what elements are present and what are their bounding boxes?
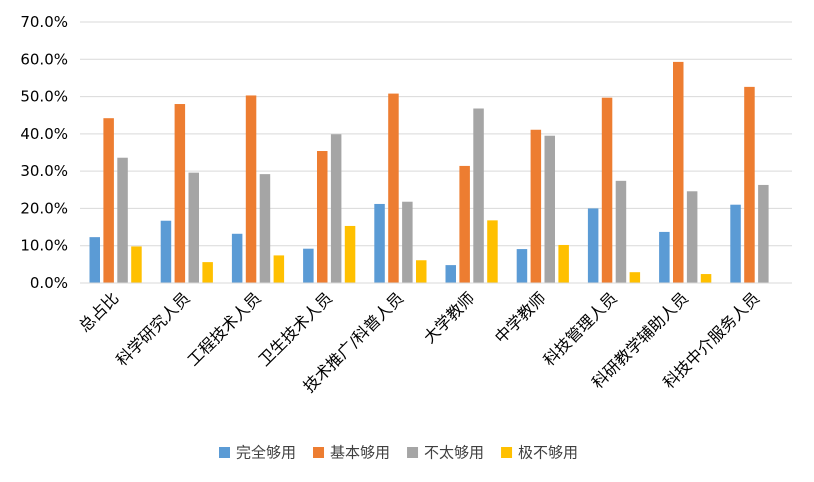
bar xyxy=(188,172,199,283)
bar xyxy=(303,248,314,283)
bar xyxy=(273,255,285,283)
bar xyxy=(629,272,641,283)
bar xyxy=(673,61,684,283)
bar xyxy=(374,203,385,283)
bar xyxy=(174,104,186,284)
bar xyxy=(259,174,271,283)
bars xyxy=(89,61,769,284)
y-tick-label: 40.0% xyxy=(20,125,68,143)
bar xyxy=(686,191,698,283)
legend-swatch xyxy=(501,447,513,458)
bar xyxy=(601,97,613,283)
bar xyxy=(558,244,569,283)
bar xyxy=(615,180,627,283)
bar xyxy=(730,204,741,283)
bar xyxy=(700,274,712,283)
bar xyxy=(202,262,213,283)
y-tick-label: 0.0% xyxy=(30,274,68,292)
bar xyxy=(758,184,769,283)
bar xyxy=(245,95,257,284)
bar xyxy=(473,108,484,283)
bar xyxy=(659,231,670,283)
y-tick-label: 60.0% xyxy=(20,50,68,68)
legend-swatch xyxy=(313,447,325,458)
bar xyxy=(544,135,555,283)
legend-label: 基本够用 xyxy=(330,444,390,462)
bar xyxy=(516,249,528,283)
bar xyxy=(317,151,328,283)
legend-swatch xyxy=(407,447,419,458)
legend: 完全够用 基本够用 不太够用 极不够用 xyxy=(219,444,578,462)
legend-label: 不太够用 xyxy=(424,444,484,462)
x-tick-label: 科学研究人员 xyxy=(112,288,193,369)
bar xyxy=(388,93,399,284)
y-tick-label: 20.0% xyxy=(20,199,68,217)
x-tick-label: 大学教师 xyxy=(420,288,479,347)
gridlines xyxy=(80,21,792,247)
bar xyxy=(744,86,755,284)
legend-label: 极不够用 xyxy=(518,444,578,462)
x-tick-label: 工程技术人员 xyxy=(184,288,265,369)
bar xyxy=(131,246,142,283)
bar xyxy=(160,220,172,283)
bar xyxy=(231,233,243,283)
bar xyxy=(530,129,542,283)
y-tick-label: 10.0% xyxy=(20,237,68,255)
legend-label: 完全够用 xyxy=(236,444,296,462)
bar xyxy=(117,157,128,283)
bar xyxy=(487,220,498,283)
bar xyxy=(402,201,413,283)
y-axis-ticks: 0.0% 10.0% 20.0% 30.0% 40.0% 50.0% 60.0% 70.0% xyxy=(20,13,68,292)
y-tick-label: 70.0% xyxy=(20,13,68,31)
bar xyxy=(330,134,342,283)
bar xyxy=(587,208,599,283)
bar xyxy=(416,260,427,283)
y-tick-label: 50.0% xyxy=(20,88,68,106)
x-tick-label: 中学教师 xyxy=(491,288,550,347)
legend-swatch xyxy=(219,447,230,458)
bar xyxy=(459,165,470,283)
bar xyxy=(344,225,356,283)
x-tick-label: 总占比 xyxy=(75,288,122,335)
bar xyxy=(445,265,456,283)
bar xyxy=(103,118,114,283)
y-tick-label: 30.0% xyxy=(20,162,68,180)
bar xyxy=(89,237,100,283)
